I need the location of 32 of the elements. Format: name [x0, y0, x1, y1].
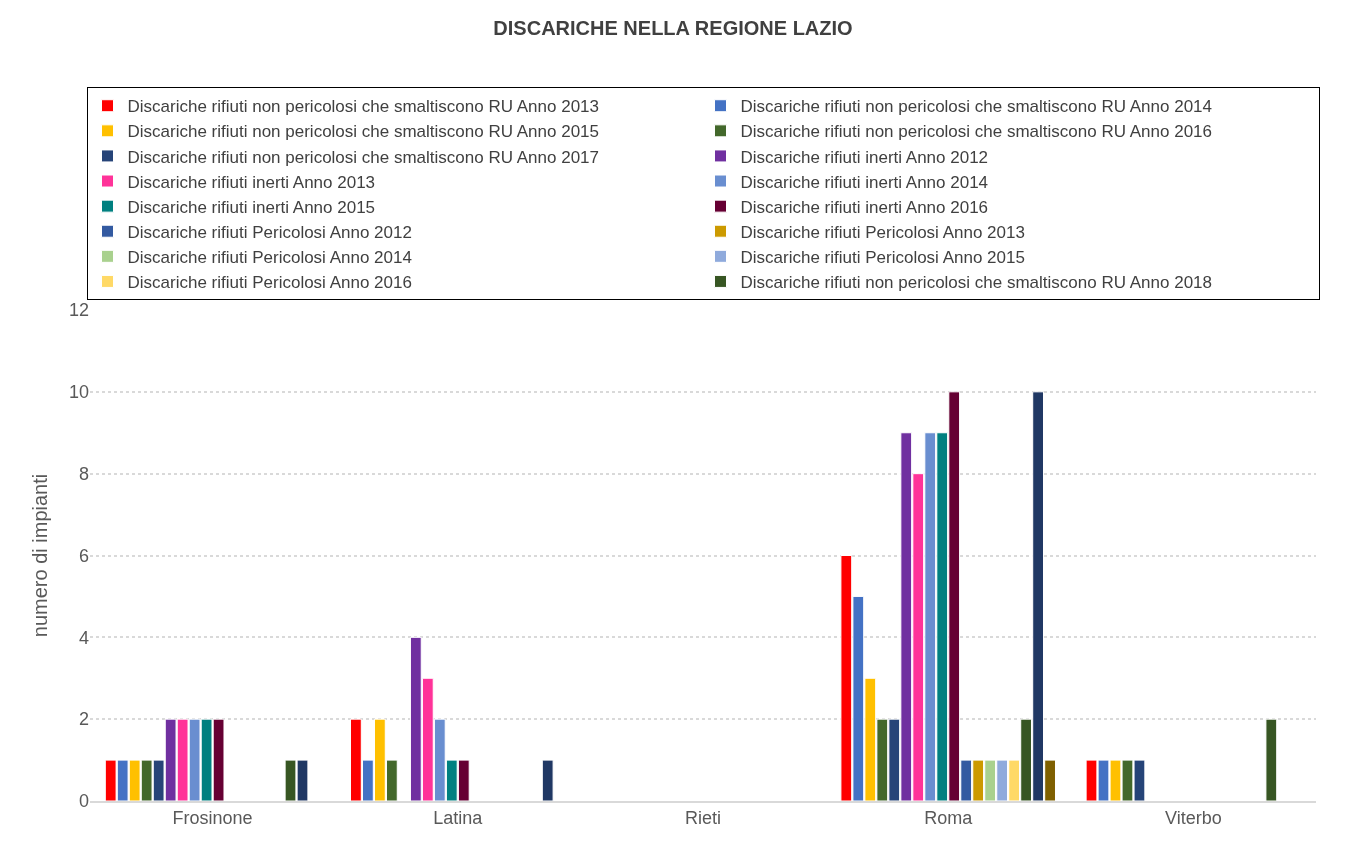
y-tick-label: 10 — [68, 382, 89, 403]
legend-label: Discariche rifiuti non pericolosi che smaltiscono RU Anno 2018 — [740, 273, 1213, 293]
x-tick-label: Frosinone — [172, 808, 253, 829]
legend-label: Discariche rifiuti inerti Anno 2014 — [740, 172, 989, 192]
y-tick-label: 8 — [78, 463, 89, 484]
y-tick-label: 2 — [78, 709, 89, 730]
y-tick-label: 12 — [68, 300, 89, 321]
legend-label: Discariche rifiuti Pericolosi Anno 2014 — [127, 247, 412, 267]
chart-title: DISCARICHE NELLA REGIONE LAZIO — [493, 17, 853, 40]
legend-label: Discariche rifiuti non pericolosi che smaltiscono RU Anno 2017 — [127, 147, 600, 167]
y-tick-label: 4 — [78, 627, 89, 648]
bar — [541, 759, 554, 801]
bar — [1265, 718, 1278, 801]
y-axis-title: numero di impianti — [29, 473, 52, 638]
x-tick-label: Roma — [924, 808, 974, 829]
legend-label: Discariche rifiuti Pericolosi Anno 2012 — [127, 222, 412, 242]
legend-label: Discariche rifiuti Pericolosi Anno 2016 — [127, 273, 412, 293]
legend-label: Discariche rifiuti non pericolosi che smaltiscono RU Anno 2016 — [740, 122, 1213, 142]
y-tick-label: 0 — [78, 791, 89, 812]
y-tick-label: 6 — [78, 545, 89, 566]
x-tick-label: Rieti — [684, 808, 722, 829]
legend-label: Discariche rifiuti Pericolosi Anno 2013 — [740, 222, 1025, 242]
legend-label: Discariche rifiuti non pericolosi che smaltiscono RU Anno 2014 — [740, 97, 1213, 117]
legend-label: Discariche rifiuti inerti Anno 2012 — [740, 147, 989, 167]
legend-label: Discariche rifiuti non pericolosi che smaltiscono RU Anno 2015 — [127, 122, 600, 142]
x-tick-label: Viterbo — [1165, 808, 1222, 829]
legend-label: Discariche rifiuti inerti Anno 2016 — [740, 197, 989, 217]
legend-label: Discariche rifiuti Pericolosi Anno 2015 — [740, 247, 1025, 267]
legend-label: Discariche rifiuti inerti Anno 2013 — [127, 172, 376, 192]
legend-label: Discariche rifiuti inerti Anno 2015 — [127, 197, 376, 217]
x-tick-label: Latina — [433, 808, 484, 829]
legend-label: Discariche rifiuti non pericolosi che smaltiscono RU Anno 2013 — [127, 97, 600, 117]
